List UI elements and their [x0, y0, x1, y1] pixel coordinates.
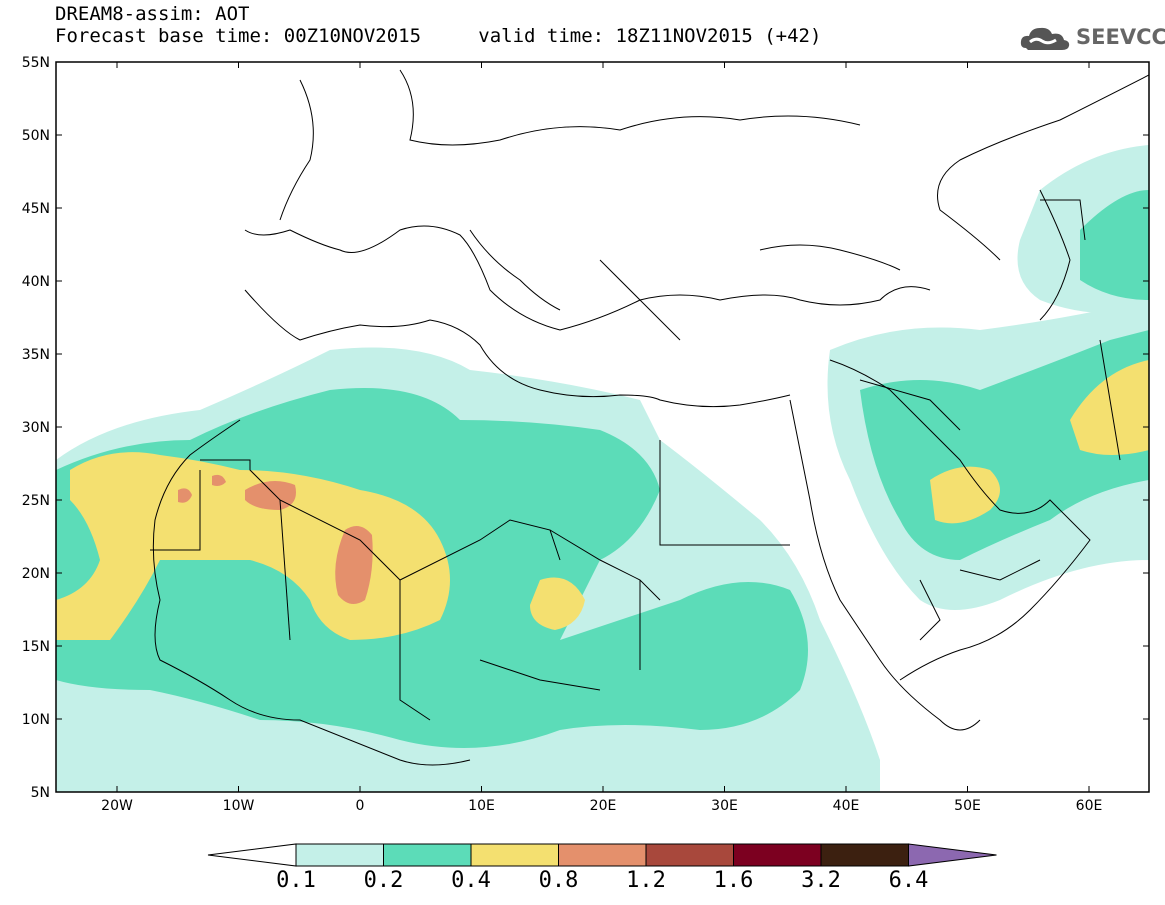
aot-level4-coast	[178, 488, 192, 503]
lat-label: 40N	[22, 274, 50, 290]
lon-label: 20E	[590, 798, 617, 814]
colorbar-segment	[733, 843, 822, 867]
colorbar-label: 0.2	[363, 868, 404, 893]
colorbar-segment	[558, 843, 647, 867]
aot-level4-algeria	[335, 526, 373, 604]
aot-level4-tindouf	[212, 474, 226, 486]
logo-text: SEEVCCC	[1076, 25, 1165, 49]
colorbar-segment	[820, 843, 909, 867]
aot-level3-chad	[530, 577, 585, 630]
aot-level4-mauritania	[245, 481, 296, 510]
aot-level2-gulf	[860, 330, 1149, 560]
aot-field	[56, 62, 1149, 792]
lat-label: 15N	[22, 639, 50, 655]
lon-label: 60E	[1076, 798, 1103, 814]
lat-label: 30N	[22, 420, 50, 436]
aot-level3-iran	[1070, 360, 1149, 455]
lat-label: 10N	[22, 712, 50, 728]
coastlines	[150, 69, 1149, 766]
aot-level2-caspian	[1080, 190, 1149, 300]
lat-label: 55N	[22, 55, 50, 71]
colorbar-segment	[295, 843, 384, 867]
valid-time: valid time: 18Z11NOV2015 (+42)	[478, 25, 822, 47]
colorbar-label: 0.8	[538, 868, 579, 893]
colorbar-label: 1.6	[713, 868, 754, 893]
map-title: DREAM8-assim: AOT	[55, 3, 250, 25]
lon-label: 30E	[711, 798, 738, 814]
lat-label: 25N	[22, 493, 50, 509]
colorbar-arrow-low	[207, 843, 297, 867]
colorbar-arrow-high	[908, 843, 997, 867]
cloud-icon	[1020, 27, 1070, 50]
colorbar-label: 1.2	[626, 868, 666, 893]
colorbar-segment	[470, 843, 559, 867]
lat-label: 45N	[22, 201, 50, 217]
lat-label: 20N	[22, 566, 50, 582]
colorbar	[207, 843, 997, 867]
lon-label: 10W	[223, 798, 255, 814]
colorbar-label: 3.2	[801, 868, 841, 893]
lat-label: 50N	[22, 128, 50, 144]
colorbar-label: 0.1	[276, 868, 316, 893]
latitude-axis: 55N 50N 45N 40N 35N 30N 25N 20N 15N 10N 5N	[22, 55, 1149, 801]
base-time: Forecast base time: 00Z10NOV2015	[55, 25, 422, 47]
lon-label: 50E	[954, 798, 981, 814]
lon-label: 0	[356, 798, 365, 814]
forecast-times: Forecast base time: 00Z10NOV2015 valid t…	[55, 26, 821, 46]
colorbar-label: 0.4	[451, 868, 491, 893]
seevccc-logo: SEEVCCC	[1018, 22, 1165, 54]
lat-label: 5N	[31, 785, 50, 801]
colorbar-label: 6.4	[888, 868, 929, 893]
lon-label: 40E	[833, 798, 860, 814]
colorbar-segment	[383, 843, 472, 867]
lon-label: 10E	[468, 798, 495, 814]
lon-label: 20W	[101, 798, 133, 814]
aot-level3-gulf	[930, 466, 1000, 524]
lat-label: 35N	[22, 347, 50, 363]
colorbar-segment	[645, 843, 734, 867]
longitude-axis: 20W 10W 0 10E 20E 30E 40E 50E 60E	[101, 62, 1102, 814]
